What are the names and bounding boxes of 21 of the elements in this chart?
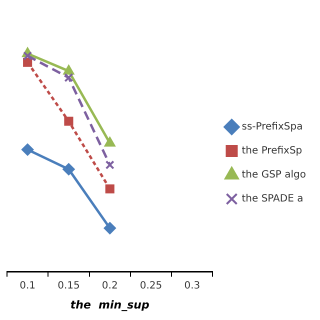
x-tick-label: 0.2 — [102, 280, 118, 292]
x-tick-label: 0.15 — [58, 280, 80, 292]
point — [23, 58, 32, 67]
legend-label: ss-PrefixSpa — [242, 122, 303, 133]
point — [64, 73, 74, 82]
point — [62, 163, 75, 176]
x-tick-label: 0.1 — [20, 280, 36, 292]
point — [63, 65, 74, 75]
x-tick-label: 0.3 — [184, 280, 200, 292]
point — [105, 184, 114, 194]
x-tick-label: 0.25 — [140, 280, 162, 292]
point — [22, 144, 34, 156]
legend-label: the SPADE a — [242, 194, 304, 205]
point — [104, 137, 116, 147]
point — [23, 51, 32, 60]
legend-label: the GSP algo — [242, 170, 306, 181]
point — [64, 116, 74, 126]
point — [105, 160, 114, 170]
point — [104, 222, 116, 234]
x-axis-title: the min_sup — [70, 298, 150, 312]
legend-label: the PrefixSp — [242, 146, 302, 157]
